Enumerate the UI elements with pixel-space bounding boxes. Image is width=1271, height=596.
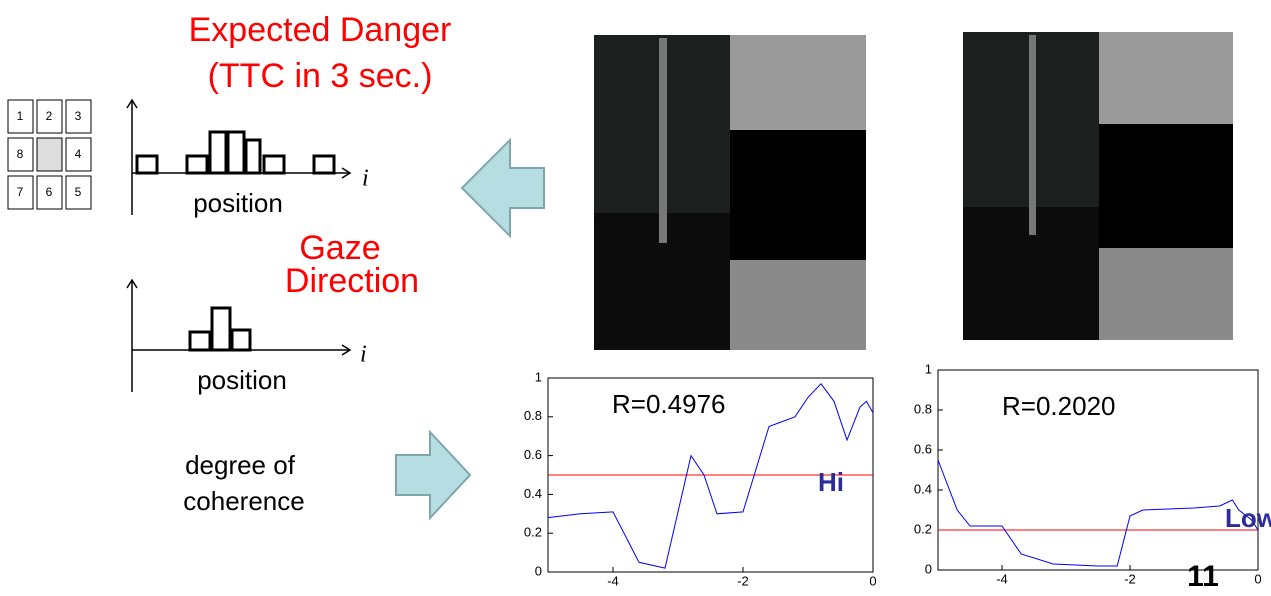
y-tick-label: 0.2 (914, 521, 932, 536)
y-tick-label: 0.8 (524, 408, 542, 423)
axis-label: position (197, 365, 287, 395)
x-tick-label: 0 (869, 573, 876, 588)
x-tick-label: -2 (1124, 571, 1136, 586)
y-tick-label: 0.6 (914, 441, 932, 456)
video-frame-2 (963, 32, 1233, 340)
axis-var: i (362, 166, 369, 192)
y-tick-label: 0.2 (524, 525, 542, 540)
cell: 2 (46, 109, 53, 123)
cell: 4 (75, 147, 82, 161)
arrow-right (395, 429, 472, 521)
arrow-left (460, 137, 545, 239)
histogram-1 (126, 98, 352, 215)
x-tick-label: -4 (996, 571, 1008, 586)
y-tick-label: 1 (925, 361, 932, 376)
cell: 8 (17, 147, 24, 161)
title: Expected Danger (189, 11, 452, 49)
annotation: Low (1225, 503, 1271, 533)
cell: 3 (75, 109, 82, 123)
cell: 7 (17, 185, 24, 199)
x-tick-label: -4 (607, 573, 619, 588)
grid-layout (7, 99, 92, 210)
video-frame-1 (594, 35, 866, 350)
y-tick-label: 0.8 (914, 401, 932, 416)
axis-var: i (360, 342, 367, 368)
y-tick-label: 1 (535, 369, 542, 384)
cell: 5 (75, 185, 82, 199)
cell: 6 (46, 185, 53, 199)
data-line (937, 459, 1259, 567)
gaze-label: Direction (285, 262, 419, 300)
coherence-label: degree of (185, 450, 296, 480)
y-tick-label: 0.4 (524, 486, 542, 501)
histogram-2 (126, 278, 352, 392)
annotation: R=0.4976 (612, 389, 725, 419)
y-tick-label: 0 (925, 561, 932, 576)
y-tick-label: 0.4 (914, 481, 932, 496)
data-line (547, 383, 874, 569)
annotation: Hi (818, 467, 844, 497)
gaze-label: Gaze (299, 229, 380, 267)
y-tick-label: 0.6 (524, 447, 542, 462)
x-tick-label: -2 (737, 573, 749, 588)
coherence-label: coherence (183, 486, 304, 516)
cell: 1 (17, 109, 24, 123)
y-tick-label: 0 (535, 563, 542, 578)
page-number: 11 (1187, 560, 1219, 593)
axis-label: position (193, 188, 283, 218)
annotation: R=0.2020 (1002, 391, 1115, 421)
title: (TTC in 3 sec.) (208, 57, 433, 95)
x-tick-label: 0 (1254, 571, 1261, 586)
plot-frame (937, 369, 1259, 571)
